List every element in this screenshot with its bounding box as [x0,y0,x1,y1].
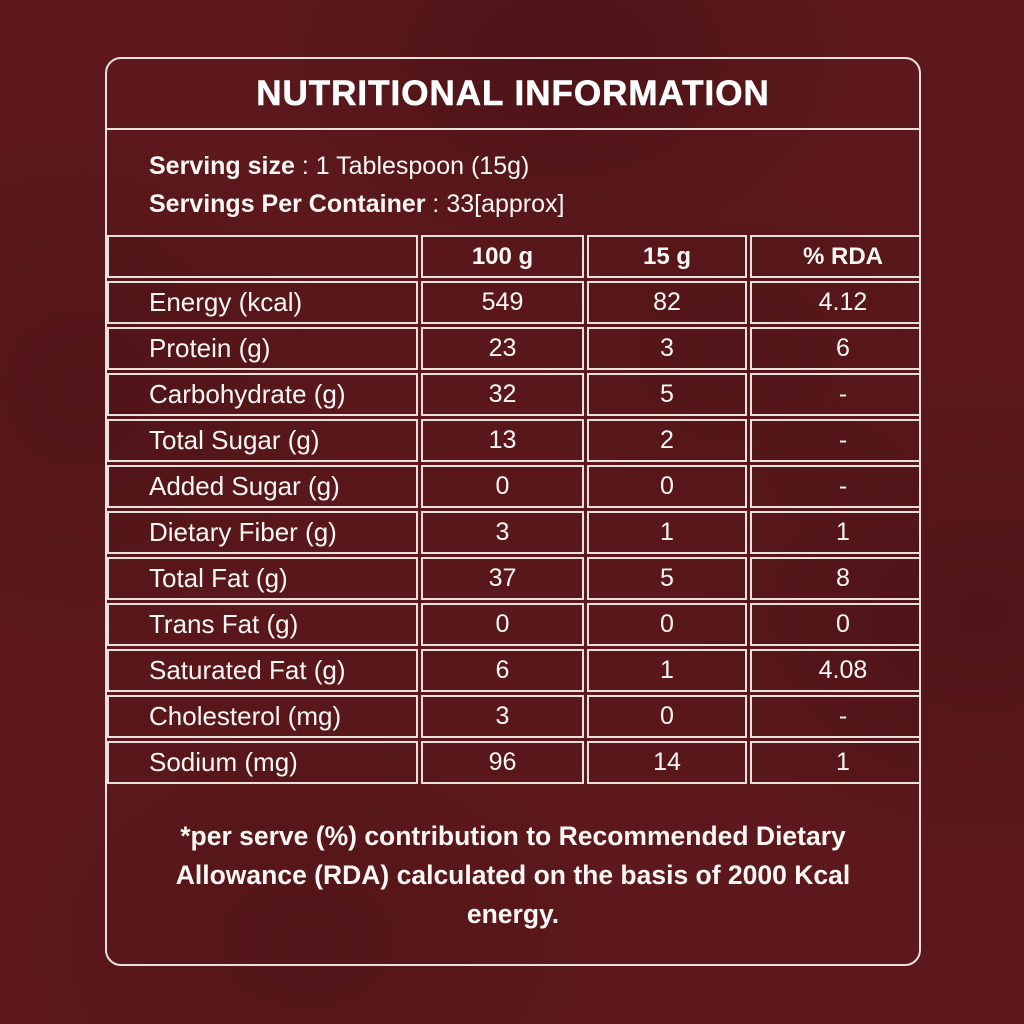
value-rda: 6 [750,327,919,370]
nutrient-label: Protein (g) [107,327,418,370]
header-15g: 15 g [587,235,747,278]
nutrient-label: Saturated Fat (g) [107,649,418,692]
value-per-100g: 32 [421,373,584,416]
value-per-15g: 14 [587,741,747,784]
value-per-100g: 3 [421,695,584,738]
rda-footnote: *per serve (%) contribution to Recommend… [175,821,851,929]
value-rda: - [750,419,919,462]
value-per-100g: 37 [421,557,584,600]
servings-per-container-line: Servings Per Container : 33[approx] [149,185,899,223]
table-row-sodium: Sodium (mg) 96 14 1 [107,741,919,784]
nutrient-label: Sodium (mg) [107,741,418,784]
value-rda: 1 [750,741,919,784]
value-rda: 0 [750,603,919,646]
nutrient-label: Trans Fat (g) [107,603,418,646]
value-per-15g: 1 [587,511,747,554]
value-rda: - [750,695,919,738]
nutrient-label: Carbohydrate (g) [107,373,418,416]
nutrition-panel: NUTRITIONAL INFORMATION Serving size : 1… [105,57,921,966]
table-row-total-fat: Total Fat (g) 37 5 8 [107,557,919,600]
value-per-100g: 23 [421,327,584,370]
table-row-protein: Protein (g) 23 3 6 [107,327,919,370]
nutrient-label: Total Sugar (g) [107,419,418,462]
nutrient-label: Cholesterol (mg) [107,695,418,738]
header-rda: % RDA [750,235,919,278]
value-rda: 4.08 [750,649,919,692]
value-per-100g: 96 [421,741,584,784]
value-per-15g: 3 [587,327,747,370]
value-per-100g: 3 [421,511,584,554]
value-per-100g: 13 [421,419,584,462]
table-row-carbohydrate: Carbohydrate (g) 32 5 - [107,373,919,416]
value-per-100g: 0 [421,465,584,508]
serving-size-label: Serving size [149,152,295,180]
table-header-row: 100 g 15 g % RDA [107,235,919,278]
footnote-section: *per serve (%) contribution to Recommend… [107,787,919,964]
value-per-100g: 6 [421,649,584,692]
value-rda: - [750,373,919,416]
table-row-trans-fat: Trans Fat (g) 0 0 0 [107,603,919,646]
nutrient-label: Energy (kcal) [107,281,418,324]
value-per-100g: 549 [421,281,584,324]
value-rda: - [750,465,919,508]
value-per-15g: 2 [587,419,747,462]
servings-per-container-label: Servings Per Container [149,190,426,218]
value-rda: 1 [750,511,919,554]
header-blank [107,235,418,278]
value-rda: 4.12 [750,281,919,324]
table-row-cholesterol: Cholesterol (mg) 3 0 - [107,695,919,738]
value-rda: 8 [750,557,919,600]
nutrient-label: Total Fat (g) [107,557,418,600]
value-per-15g: 5 [587,557,747,600]
serving-size-line: Serving size : 1 Tablespoon (15g) [149,147,899,185]
value-per-15g: 5 [587,373,747,416]
table-row-total-sugar: Total Sugar (g) 13 2 - [107,419,919,462]
value-per-15g: 1 [587,649,747,692]
table-row-saturated-fat: Saturated Fat (g) 6 1 4.08 [107,649,919,692]
value-per-15g: 0 [587,695,747,738]
table-row-added-sugar: Added Sugar (g) 0 0 - [107,465,919,508]
nutrient-label: Dietary Fiber (g) [107,511,418,554]
value-per-100g: 0 [421,603,584,646]
page-title: NUTRITIONAL INFORMATION [256,73,770,113]
nutrient-label: Added Sugar (g) [107,465,418,508]
servings-per-container-value: : 33[approx] [425,190,565,218]
serving-size-value: : 1 Tablespoon (15g) [294,152,530,180]
table-row-dietary-fiber: Dietary Fiber (g) 3 1 1 [107,511,919,554]
serving-info-section: Serving size : 1 Tablespoon (15g) Servin… [107,130,919,235]
title-section: NUTRITIONAL INFORMATION [107,59,919,130]
header-100g: 100 g [421,235,584,278]
nutrition-table: 100 g 15 g % RDA Energy (kcal) 549 82 4.… [107,232,919,787]
value-per-15g: 0 [587,603,747,646]
value-per-15g: 0 [587,465,747,508]
value-per-15g: 82 [587,281,747,324]
table-row-energy: Energy (kcal) 549 82 4.12 [107,281,919,324]
